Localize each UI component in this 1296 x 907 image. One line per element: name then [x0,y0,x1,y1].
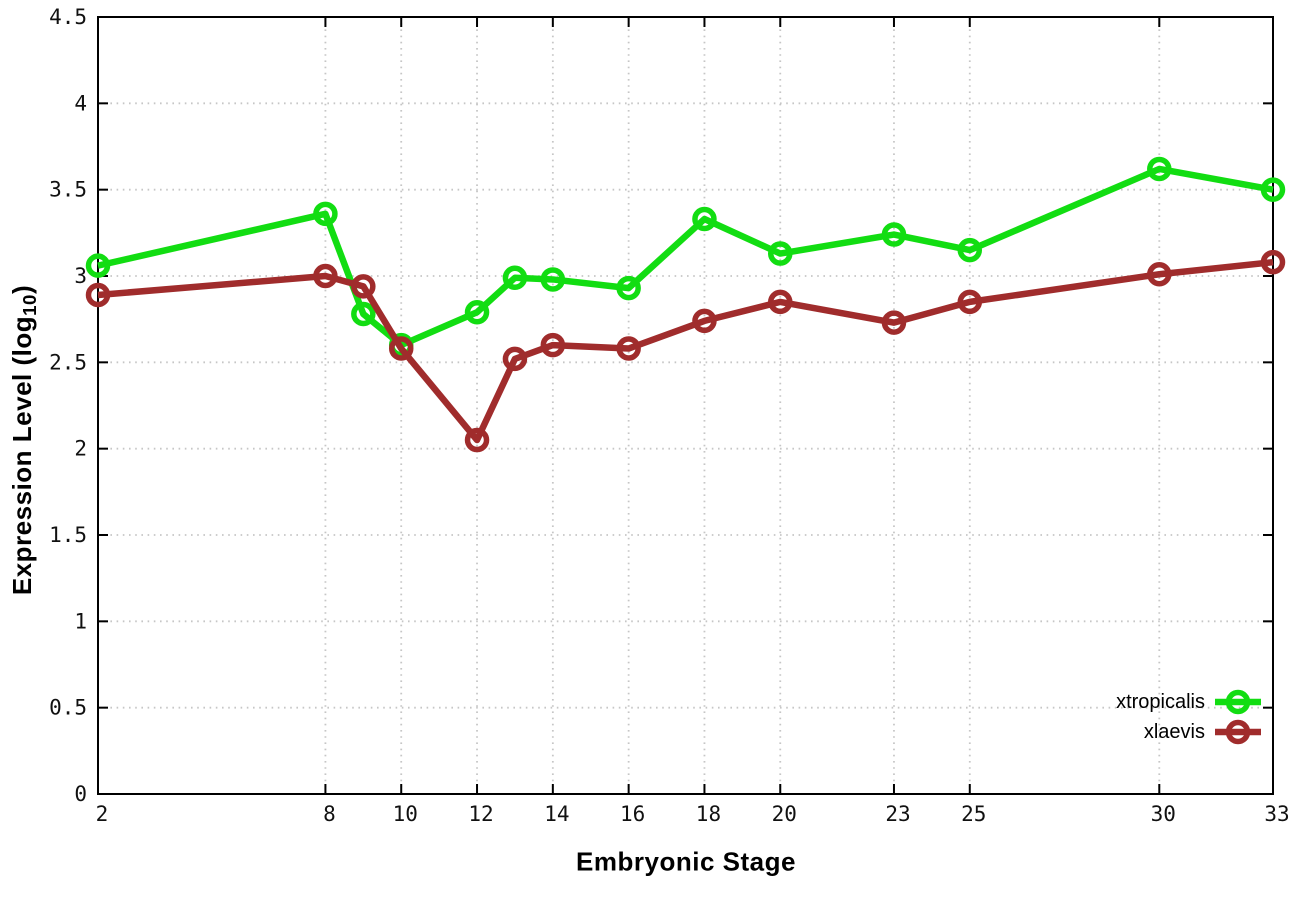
legend-entry-xlaevis: xlaevis [1116,717,1262,747]
x-tick-label: 12 [468,802,493,826]
data-point-xlaevis [313,263,338,289]
data-point-xtropicalis [502,265,528,290]
data-point-xtropicalis [957,237,983,263]
data-point-xtropicalis [768,241,793,266]
y-tick-label: 4 [74,91,87,115]
data-point-xlaevis [768,289,793,315]
y-tick-label: 2 [74,437,87,461]
gridlines [98,17,1273,794]
data-point-xtropicalis [692,206,717,232]
x-tick-label: 8 [323,802,336,826]
data-point-xtropicalis [464,300,490,325]
y-axis-label-suffix: ) [7,284,38,295]
x-tick-label: 20 [772,802,797,826]
y-tick-label: 0.5 [49,696,87,720]
y-axis-label: Expression Level (log10) [7,285,41,595]
data-point-xlaevis [957,289,983,315]
series-xlaevis [85,249,1286,453]
series-line-xlaevis [97,258,1274,444]
legend-label-xtropicalis: xtropicalis [1116,690,1205,713]
data-point-xlaevis [502,346,528,372]
data-point-xlaevis [1147,262,1172,287]
data-point-xtropicalis [351,301,376,327]
data-point-xtropicalis [313,201,338,227]
data-point-xlaevis [881,310,907,335]
y-tick-label: 3 [74,264,87,288]
x-tick-label: 33 [1264,802,1289,826]
data-point-xtropicalis [540,267,566,292]
y-tick-label: 1 [74,609,87,633]
series-line-xtropicalis [97,165,1274,349]
data-point-xtropicalis [881,222,907,247]
x-tick-label: 14 [544,802,569,826]
data-point-xlaevis [388,336,414,361]
y-tick-label: 1.5 [49,523,87,547]
x-tick-label: 30 [1151,802,1176,826]
x-tick-labels: 2 8 10 12 14 16 18 20 23 25 30 33 [96,802,1290,826]
data-point-xtropicalis [85,253,111,278]
legend-label-xlaevis: xlaevis [1143,720,1205,743]
data-point-xtropicalis [616,275,641,301]
x-tick-label: 23 [885,802,910,826]
legend-marker-xtropicalis-icon [1215,689,1261,715]
data-point-xlaevis [616,336,641,361]
x-tick-label: 16 [620,802,645,826]
x-tick-label: 25 [961,802,986,826]
y-tick-label: 0 [74,782,87,806]
data-point-xtropicalis [1147,156,1172,182]
legend: xtropicalis xlaevis [1116,687,1262,747]
data-point-xlaevis [692,308,717,334]
y-tick-labels: 0 0.5 1 1.5 2 2.5 3 3.5 4 4.5 [49,5,87,806]
y-axis-label-text: Expression Level (log [7,315,38,596]
y-tick-label: 2.5 [49,350,87,374]
x-axis-label: Embryonic Stage [576,846,796,877]
data-point-xlaevis [1260,249,1286,275]
x-tick-label: 2 [96,802,109,826]
legend-entry-xtropicalis: xtropicalis [1116,687,1262,717]
y-tick-label: 3.5 [49,178,87,202]
data-point-xtropicalis [1260,177,1286,202]
y-axis-label-subscript: 10 [18,294,40,316]
legend-marker-xlaevis-icon [1215,719,1261,745]
x-tick-label: 10 [393,802,418,826]
data-point-xlaevis [540,332,566,358]
data-point-xlaevis [464,427,490,453]
x-tick-label: 18 [696,802,721,826]
data-point-xlaevis [351,274,376,299]
y-tick-label: 4.5 [49,5,87,29]
data-point-xlaevis [85,282,111,308]
axes-border [97,16,1274,795]
